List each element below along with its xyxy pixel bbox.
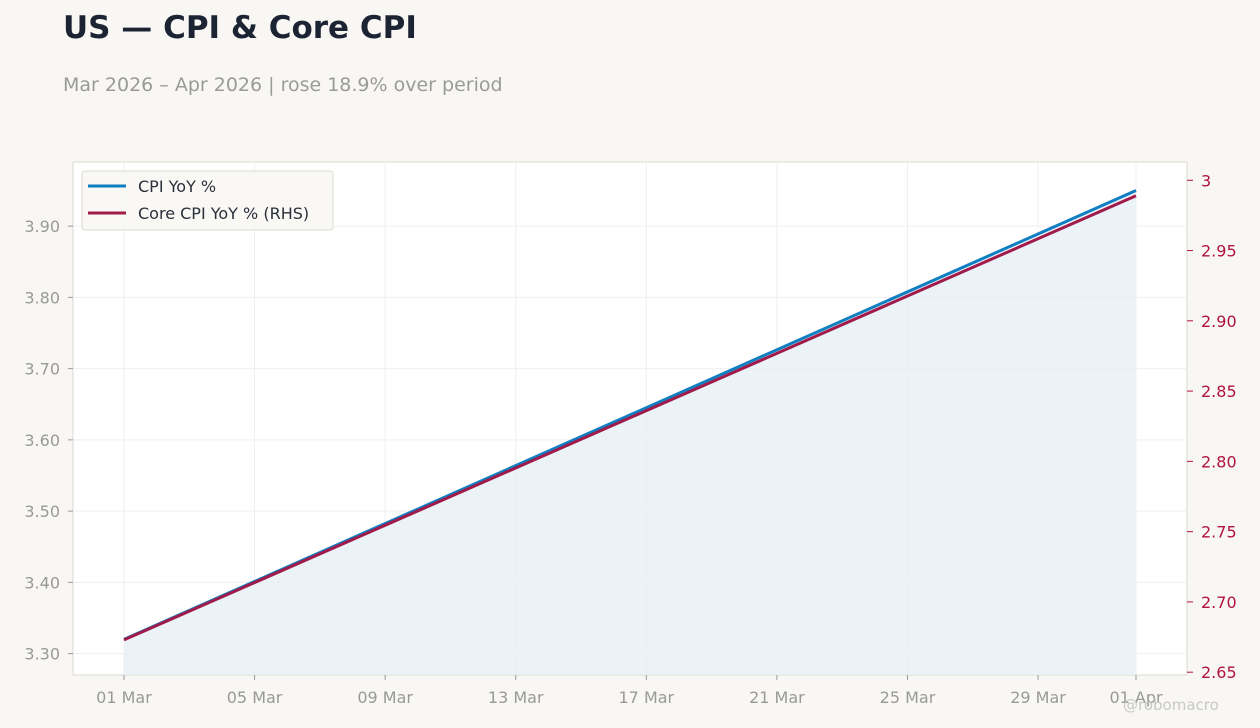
x-tick-label: 01 Apr [1109,688,1163,707]
x-tick-label: 21 Mar [749,688,805,707]
x-tick-label: 09 Mar [357,688,413,707]
right-tick-label: 2.90 [1201,312,1237,331]
right-tick-label: 3 [1201,171,1211,190]
series-layer [123,189,1137,675]
right-tick-label: 2.70 [1201,593,1237,612]
left-tick-label: 3.40 [24,573,60,592]
x-tick-label: 17 Mar [619,688,675,707]
x-tick-label: 13 Mar [488,688,544,707]
legend-label-core-cpi: Core CPI YoY % (RHS) [138,204,309,223]
chart-title: US — CPI & Core CPI [63,10,417,46]
watermark: @robomacro [1123,696,1219,714]
legend-box [81,170,334,231]
right-axis: 2.65 2.70 2.75 2.80 2.85 2.90 2.95 3 [1187,171,1237,682]
left-tick-label: 3.80 [24,288,60,307]
left-axis: 3.30 3.40 3.50 3.60 3.70 3.80 3.90 [24,217,73,664]
series-area-0 [124,190,1136,675]
right-tick-label: 2.65 [1201,663,1237,682]
right-tick-label: 2.80 [1201,452,1237,471]
series-line-1 [123,194,1137,642]
x-tick-label: 29 Mar [1010,688,1066,707]
x-tick-label: 25 Mar [880,688,936,707]
left-tick-label: 3.70 [24,360,60,379]
chart-subtitle: Mar 2026 – Apr 2026 | rose 18.9% over pe… [63,74,503,96]
right-tick-label: 2.85 [1201,382,1237,401]
x-tick-label: 05 Mar [227,688,283,707]
left-tick-label: 3.30 [24,645,60,664]
legend-label-cpi: CPI YoY % [138,177,216,196]
right-tick-label: 2.75 [1201,523,1237,542]
x-axis: 01 Mar 05 Mar 09 Mar 13 Mar 17 Mar 21 Mar 25 M… [96,675,1163,707]
x-tick-label: 01 Mar [96,688,152,707]
right-tick-label: 2.95 [1201,242,1237,261]
legend: CPI YoY % Core CPI YoY % (RHS) [81,170,334,231]
left-tick-label: 3.60 [24,431,60,450]
left-tick-label: 3.50 [24,502,60,521]
left-tick-label: 3.90 [24,217,60,236]
